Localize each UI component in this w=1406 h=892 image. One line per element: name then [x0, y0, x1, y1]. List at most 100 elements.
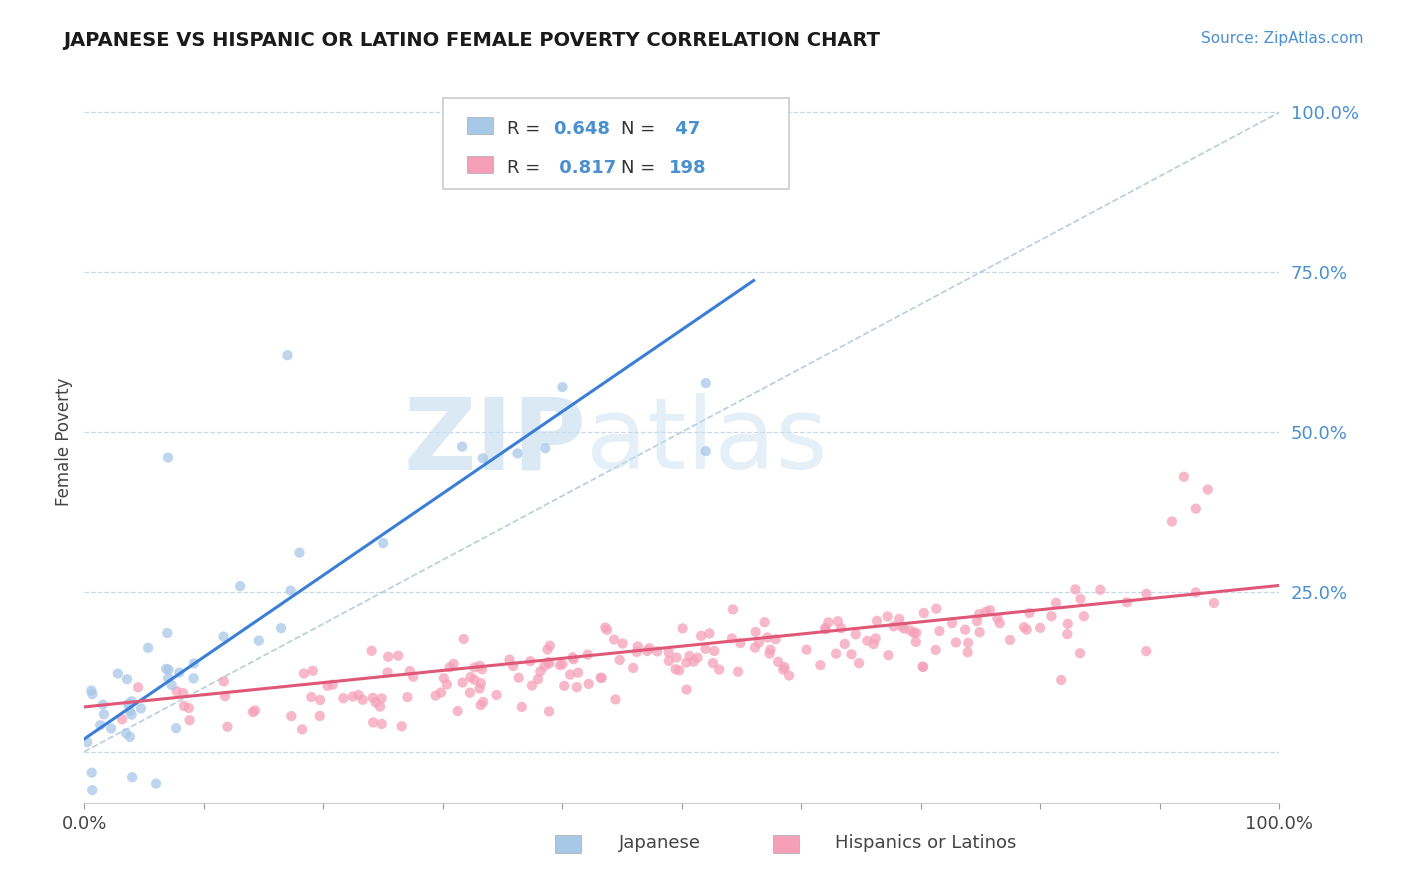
Point [612, 636, 634, 650]
Point [118, 704, 141, 718]
Point [900, 624, 922, 638]
Point [309, 693, 332, 707]
Point [364, 695, 387, 709]
Point [979, 603, 1001, 617]
Text: Japanese: Japanese [619, 834, 700, 852]
Point [1161, 515, 1184, 529]
Point [117, 698, 139, 713]
Text: R =: R = [508, 120, 547, 138]
Point [76, 735, 98, 749]
Text: N =: N = [621, 160, 661, 178]
Point [912, 660, 935, 674]
Point [626, 645, 648, 659]
Point [765, 632, 787, 647]
Point [893, 622, 915, 636]
Point [468, 659, 491, 673]
Point [519, 654, 541, 668]
Point [280, 583, 302, 598]
Point [107, 666, 129, 681]
Point [243, 703, 266, 717]
Point [91, 698, 114, 712]
Point [527, 672, 550, 686]
Point [179, 713, 201, 727]
Point [173, 698, 195, 713]
Point [160, 678, 183, 692]
Point [848, 656, 870, 670]
Point [280, 709, 302, 723]
Point [796, 642, 818, 657]
Point [214, 689, 236, 703]
Point [1090, 582, 1112, 597]
Text: 0.648: 0.648 [553, 120, 610, 138]
Point [702, 656, 724, 670]
Point [967, 607, 990, 621]
Point [825, 647, 848, 661]
Point [498, 652, 520, 666]
Point [956, 645, 979, 659]
Point [1173, 469, 1195, 483]
Point [1185, 501, 1208, 516]
Point [387, 648, 409, 663]
Point [766, 655, 789, 669]
Point [89, 718, 111, 732]
Point [1135, 644, 1157, 658]
Point [115, 672, 138, 686]
Point [903, 626, 925, 640]
Point [664, 662, 686, 676]
Point [1197, 483, 1219, 497]
Point [121, 694, 143, 708]
Point [561, 650, 583, 665]
Point [169, 665, 191, 680]
Text: JAPANESE VS HISPANIC OR LATINO FEMALE POVERTY CORRELATION CHART: JAPANESE VS HISPANIC OR LATINO FEMALE PO… [63, 31, 880, 50]
Point [93, 707, 115, 722]
Text: 0.817: 0.817 [553, 160, 616, 178]
Point [866, 614, 889, 628]
Point [166, 684, 188, 698]
Point [520, 679, 543, 693]
Point [845, 627, 868, 641]
Text: atlas: atlas [586, 393, 828, 490]
Point [396, 690, 419, 705]
FancyBboxPatch shape [443, 98, 790, 189]
Point [301, 664, 323, 678]
Point [471, 451, 494, 466]
Point [299, 690, 322, 704]
Point [754, 615, 776, 630]
Point [502, 659, 524, 673]
Point [80, 765, 103, 780]
Point [827, 615, 849, 629]
Point [609, 653, 631, 667]
Point [974, 605, 997, 619]
Point [391, 719, 413, 733]
Point [1069, 591, 1091, 606]
Point [1040, 609, 1063, 624]
Point [883, 619, 905, 633]
Point [830, 621, 852, 635]
Point [675, 682, 697, 697]
Point [1050, 673, 1073, 687]
Point [699, 626, 721, 640]
Point [772, 663, 794, 677]
Text: 47: 47 [669, 120, 700, 138]
Point [157, 663, 180, 677]
Point [1056, 616, 1078, 631]
Point [538, 657, 561, 671]
Point [941, 616, 963, 631]
Point [721, 602, 744, 616]
Point [703, 644, 725, 658]
Point [551, 380, 574, 394]
Point [471, 662, 494, 676]
Point [778, 668, 800, 682]
Point [841, 648, 863, 662]
Point [1015, 623, 1038, 637]
Point [177, 701, 200, 715]
Point [217, 720, 239, 734]
Point [172, 686, 194, 700]
Point [347, 688, 370, 702]
Point [510, 700, 533, 714]
Point [636, 644, 658, 658]
Point [645, 644, 668, 658]
Point [121, 707, 143, 722]
Point [1045, 596, 1067, 610]
Point [578, 677, 600, 691]
